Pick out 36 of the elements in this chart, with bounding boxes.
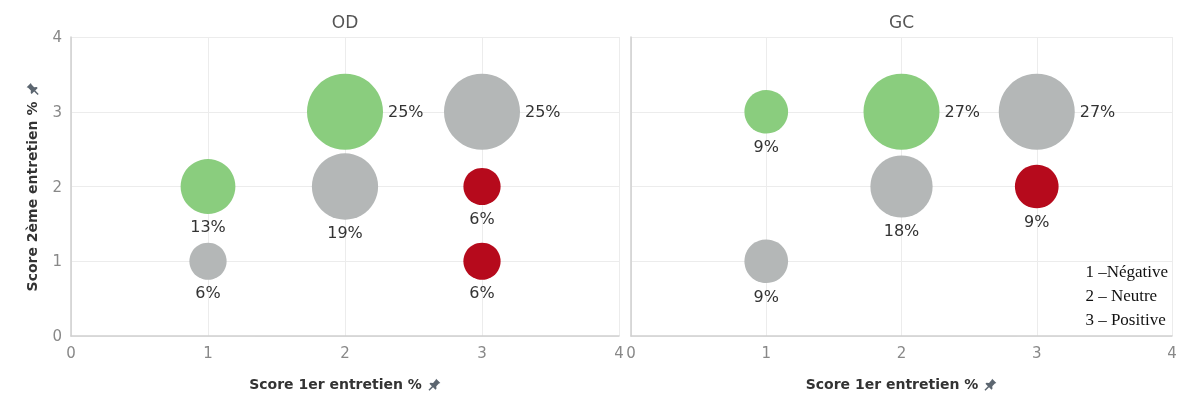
x-tick-label: 1 <box>203 343 213 362</box>
annotation: 1 –Négative <box>1085 262 1168 281</box>
annotation: 9% <box>753 286 779 306</box>
x-tick-label: 1 <box>761 343 772 362</box>
x-tick-label: 2 <box>340 343 350 362</box>
y-tick-label: 3 <box>52 102 62 121</box>
annotation: 9% <box>1024 211 1050 231</box>
x-tick-label: 4 <box>614 343 624 362</box>
annotation: 19% <box>327 223 363 243</box>
annotation: 9% <box>753 137 779 157</box>
y-axis-title: Score 2ème entretien % <box>24 101 40 291</box>
y-tick-label: 1 <box>52 252 62 271</box>
y-tick-label: 0 <box>52 327 62 345</box>
annotation: 27% <box>1079 102 1116 122</box>
chart-title: OD <box>331 12 359 32</box>
chart-title: GC <box>888 12 915 32</box>
annotation: 25% <box>388 102 424 122</box>
x-tick-label: 2 <box>896 343 907 362</box>
annotation: 3 – Positive <box>1085 310 1166 329</box>
annotation: 6% <box>469 208 495 228</box>
annotation: 2 – Neutre <box>1085 286 1158 305</box>
x-tick-label: 3 <box>1031 343 1042 362</box>
x-tick-label: 3 <box>477 343 487 362</box>
annotation: 13% <box>190 217 226 237</box>
annotation: 27% <box>944 102 981 122</box>
annotation: 18% <box>883 221 920 241</box>
annotation: 25% <box>525 102 561 122</box>
annotation: 6% <box>195 283 221 303</box>
y-tick-label: 4 <box>52 28 62 46</box>
x-tick-label: 0 <box>66 343 76 362</box>
x-axis-title: Score 1er entretien % <box>805 376 979 392</box>
x-axis-title: Score 1er entretien % <box>249 376 422 392</box>
x-tick-label: 4 <box>1167 343 1177 362</box>
y-tick-label: 2 <box>52 177 62 196</box>
x-tick-label: 0 <box>626 343 636 362</box>
annotation: 6% <box>469 283 495 303</box>
